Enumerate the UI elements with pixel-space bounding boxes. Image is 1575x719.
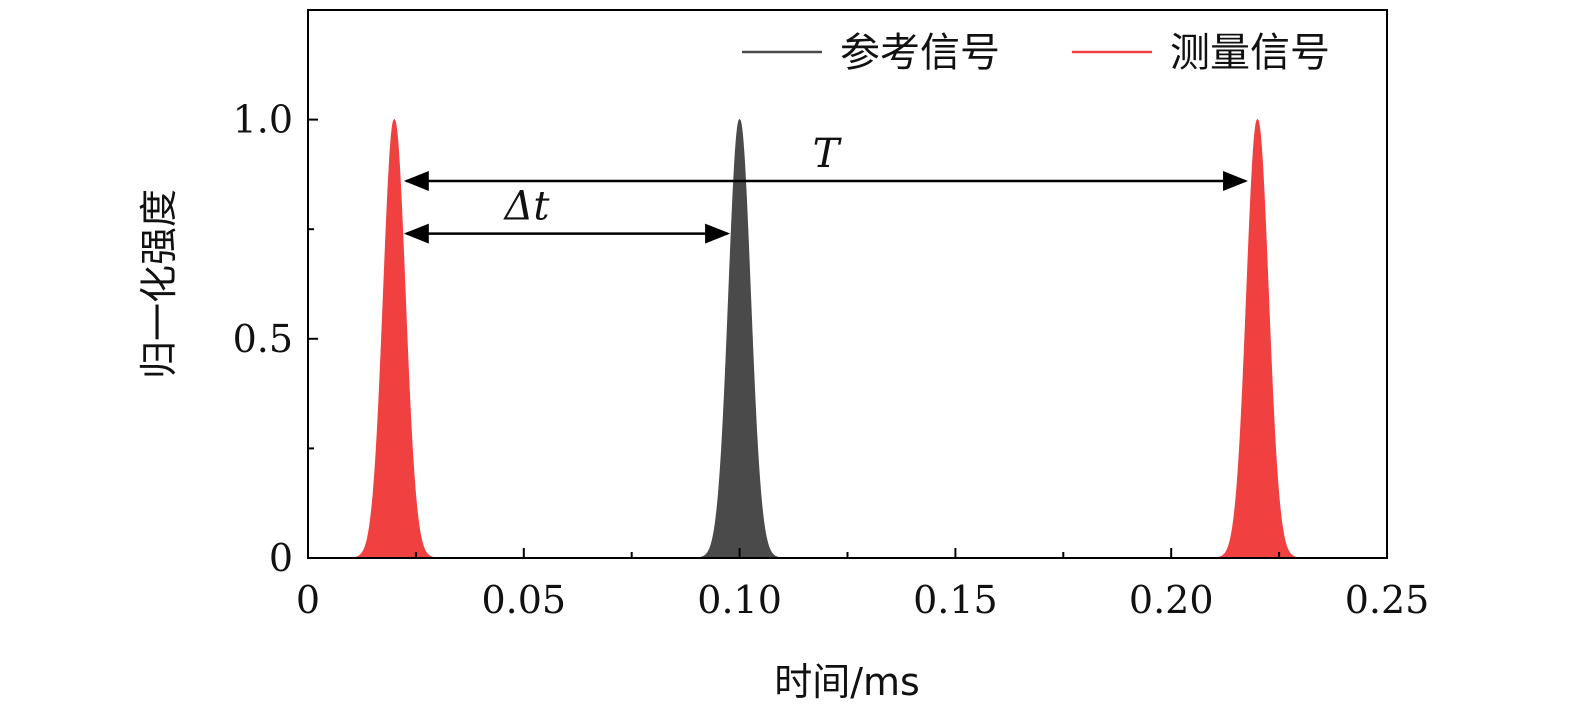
legend-entry-1: 测量信号 <box>1072 30 1330 76</box>
peak-0-0 <box>696 120 782 558</box>
x-tick-label: 0.15 <box>913 578 998 622</box>
y-tick-label: 0.5 <box>233 317 293 361</box>
x-tick-label: 0 <box>296 578 320 622</box>
x-tick-label: 0.10 <box>697 578 782 622</box>
legend-label: 参考信号 <box>840 30 1000 76</box>
peak-1-0 <box>351 120 437 558</box>
series-0 <box>308 120 1387 558</box>
y-tick-label: 0 <box>269 536 293 580</box>
annotation-layer: Δt T <box>406 131 1245 234</box>
x-tick-label: 0.25 <box>1345 578 1430 622</box>
series-layer <box>308 120 1387 558</box>
legend-entry-0: 参考信号 <box>742 30 1000 76</box>
legend: 参考信号 测量信号 <box>742 30 1330 76</box>
annotation-label-0: Δt <box>502 184 550 230</box>
x-tick-label: 0.20 <box>1129 578 1214 622</box>
y-axis-title: 归一化强度 <box>137 189 181 379</box>
legend-label: 测量信号 <box>1170 30 1330 76</box>
plot-frame <box>308 10 1387 558</box>
x-tick-label: 0.05 <box>481 578 566 622</box>
y-tick-label: 1.0 <box>233 98 293 142</box>
peak-1-1 <box>1214 120 1300 558</box>
annotation-label-1: T <box>813 131 843 177</box>
x-axis-title: 时间/ms <box>774 660 920 704</box>
series-1 <box>308 120 1387 558</box>
